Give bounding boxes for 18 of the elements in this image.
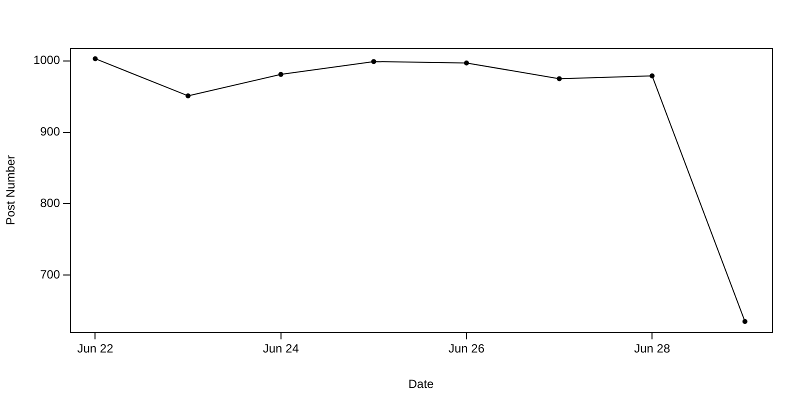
x-tick-label: Jun 26 <box>448 342 485 356</box>
point <box>556 76 562 82</box>
x-axis-title: Date <box>408 377 434 392</box>
point <box>371 59 376 64</box>
point <box>186 93 191 98</box>
point <box>650 73 655 78</box>
point <box>464 60 469 66</box>
point <box>742 318 748 324</box>
point <box>278 72 284 77</box>
y-tick-label: 900 <box>40 124 60 139</box>
x-tick-label: Jun 22 <box>77 342 114 356</box>
y-axis-title: Post Number <box>4 155 18 226</box>
x-tick-label: Jun 24 <box>262 342 300 356</box>
y-tick-label: 800 <box>40 196 60 210</box>
point <box>92 56 98 62</box>
x-tick-label: Jun 28 <box>634 342 670 356</box>
y-tick-label: 1000 <box>33 53 60 68</box>
y-tick-label: 700 <box>40 267 60 282</box>
